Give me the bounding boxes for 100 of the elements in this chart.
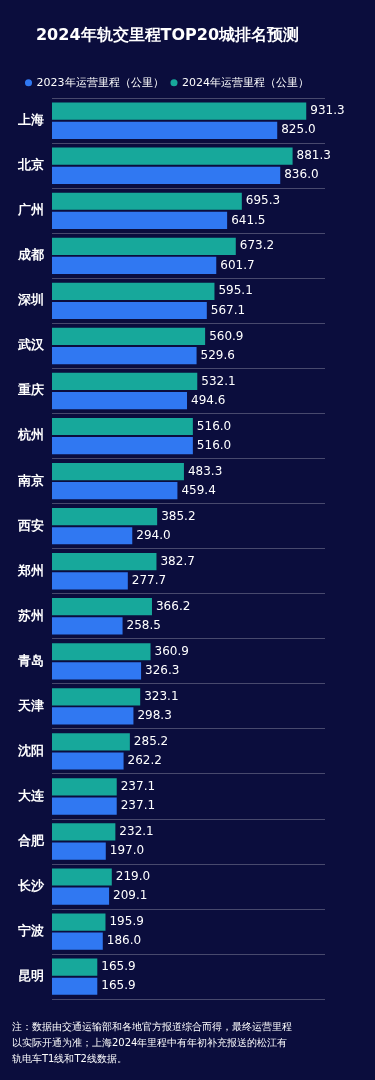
chart-title: 2024年轨交里程TOP20城排名预测 xyxy=(35,24,300,44)
bar xyxy=(52,572,128,590)
data-label: 195.9 xyxy=(109,914,144,929)
y-tick-label: 合肥 xyxy=(17,832,45,848)
data-label: 326.3 xyxy=(145,663,180,678)
y-tick-label: 南京 xyxy=(17,472,44,488)
bar xyxy=(52,462,184,481)
data-label: 382.7 xyxy=(160,553,195,568)
bar xyxy=(52,977,98,995)
data-label: 209.1 xyxy=(113,888,148,903)
bar xyxy=(52,887,110,905)
data-label: 323.1 xyxy=(144,688,179,703)
data-label: 532.1 xyxy=(201,373,236,388)
bar xyxy=(52,598,152,616)
y-tick-label: 重庆 xyxy=(17,382,44,398)
y-tick-label: 广州 xyxy=(17,202,44,218)
bar xyxy=(52,327,206,346)
data-label: 459.4 xyxy=(181,482,216,497)
bar xyxy=(52,147,293,165)
bar xyxy=(52,752,124,770)
bar xyxy=(52,211,228,230)
bar xyxy=(52,643,151,661)
data-label: 237.1 xyxy=(120,779,156,794)
data-label: 360.9 xyxy=(154,643,189,658)
data-label: 516.0 xyxy=(196,418,232,433)
bar xyxy=(52,733,130,751)
y-tick-label: 成都 xyxy=(17,247,44,263)
bar xyxy=(52,237,236,255)
bar xyxy=(52,372,198,391)
bar xyxy=(52,778,117,796)
bar xyxy=(52,256,217,275)
data-label: 494.6 xyxy=(191,392,226,407)
bar xyxy=(52,507,158,526)
bar xyxy=(52,391,188,410)
bar xyxy=(52,192,242,210)
y-tick-label: 上海 xyxy=(17,112,44,128)
bar xyxy=(52,958,98,976)
y-tick-label: 苏州 xyxy=(17,607,44,623)
data-label: 673.2 xyxy=(239,238,275,253)
bar xyxy=(52,553,157,571)
bar xyxy=(52,437,193,455)
data-label: 567.1 xyxy=(210,302,246,317)
bar xyxy=(52,797,117,815)
data-label: 294.0 xyxy=(136,527,171,542)
bar xyxy=(52,102,307,120)
y-tick-label: 沈阳 xyxy=(17,742,44,758)
text: 注：数据由交通运输部和各地官方报道综合而得，最终运营里程以实际开通为准；上海2024年里程中有年初补充报送的松江有轨电车T1线和T2线数据。 xyxy=(11,1020,293,1066)
y-tick-label: 大连 xyxy=(18,787,45,803)
bar xyxy=(52,823,116,841)
y-tick-label: 杭州 xyxy=(17,427,44,443)
bar xyxy=(52,932,103,950)
data-label: 237.1 xyxy=(120,798,156,813)
bar xyxy=(52,282,215,300)
y-tick-label: 天津 xyxy=(17,697,44,713)
data-label: 165.9 xyxy=(101,978,136,993)
data-label: 601.7 xyxy=(220,257,255,272)
data-label: 165.9 xyxy=(101,959,136,974)
y-tick-label: 深圳 xyxy=(17,292,44,308)
bar xyxy=(52,301,207,320)
bar xyxy=(52,688,141,706)
data-label: 931.3 xyxy=(310,103,345,118)
legend-label: 2024年运营里程（公里） xyxy=(182,75,309,89)
data-label: 258.5 xyxy=(126,617,161,632)
data-label: 262.2 xyxy=(127,753,162,768)
data-label: 285.2 xyxy=(133,733,169,748)
data-label: 641.5 xyxy=(231,212,266,227)
data-label: 366.2 xyxy=(155,598,191,613)
bar xyxy=(52,346,197,365)
bar xyxy=(52,842,106,860)
bar xyxy=(52,662,142,680)
bar xyxy=(52,868,112,886)
y-tick-label: 郑州 xyxy=(17,562,44,578)
y-tick-label: 昆明 xyxy=(18,968,44,984)
data-label: 529.6 xyxy=(200,347,235,362)
y-tick-label: 青岛 xyxy=(17,652,44,668)
y-tick-label: 西安 xyxy=(17,517,44,533)
y-tick-label: 长沙 xyxy=(17,877,45,893)
data-label: 385.2 xyxy=(161,508,196,523)
data-label: 516.0 xyxy=(196,437,232,452)
data-label: 298.3 xyxy=(137,708,172,723)
y-tick-label: 武汉 xyxy=(17,337,45,353)
data-label: 483.3 xyxy=(187,463,223,478)
legend-label: 2023年运营里程（公里） xyxy=(36,75,164,89)
bar xyxy=(52,482,178,500)
data-label: 219.0 xyxy=(115,869,151,884)
data-label: 695.3 xyxy=(245,193,281,208)
data-label: 232.1 xyxy=(119,824,154,839)
data-label: 881.3 xyxy=(296,148,331,163)
y-tick-label: 宁波 xyxy=(18,923,45,938)
bar xyxy=(52,617,123,635)
bar xyxy=(52,913,106,931)
bar xyxy=(52,707,134,725)
bar xyxy=(52,417,193,436)
data-label: 825.0 xyxy=(281,122,316,137)
data-label: 197.0 xyxy=(109,843,145,858)
bar xyxy=(52,166,281,184)
bar xyxy=(52,527,133,545)
bar xyxy=(52,121,278,139)
data-label: 836.0 xyxy=(284,167,319,182)
y-tick-label: 北京 xyxy=(17,157,44,173)
